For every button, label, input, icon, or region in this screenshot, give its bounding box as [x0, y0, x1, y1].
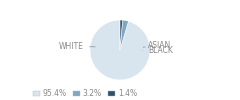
- Wedge shape: [120, 20, 129, 50]
- Wedge shape: [90, 20, 150, 80]
- Legend: 95.4%, 3.2%, 1.4%: 95.4%, 3.2%, 1.4%: [30, 86, 140, 100]
- Text: BLACK: BLACK: [142, 46, 173, 55]
- Text: WHITE: WHITE: [59, 42, 95, 51]
- Wedge shape: [120, 20, 123, 50]
- Text: ASIAN: ASIAN: [143, 41, 171, 50]
